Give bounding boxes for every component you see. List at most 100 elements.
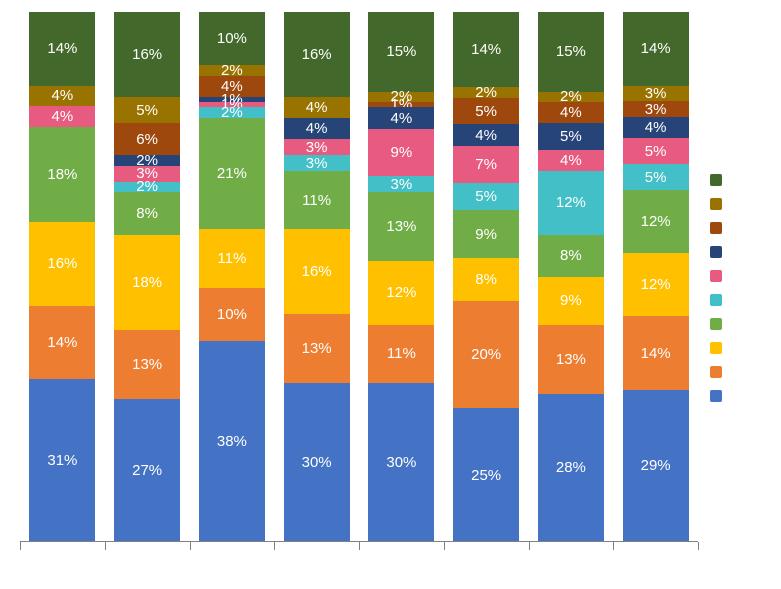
bar-segment: 11% — [199, 229, 265, 287]
segment-label: 4% — [306, 121, 328, 136]
segment-label: 9% — [475, 227, 497, 242]
bar-segment: 9% — [453, 210, 519, 258]
bar-segment: 2% — [538, 92, 604, 103]
segment-label: 14% — [641, 41, 671, 56]
bar-segment: 14% — [453, 12, 519, 87]
segment-label: 4% — [645, 120, 667, 135]
segment-label: 14% — [471, 42, 501, 57]
bar-segment: 27% — [114, 399, 180, 542]
bar-segment: 4% — [453, 124, 519, 145]
segment-label: 12% — [556, 195, 586, 210]
segment-label: 5% — [475, 104, 497, 119]
segment-label: 31% — [47, 453, 77, 468]
bar-segment: 7% — [453, 146, 519, 183]
segment-label: 20% — [471, 347, 501, 362]
bar-segment: 2% — [114, 182, 180, 193]
segment-label: 18% — [47, 167, 77, 182]
legend-swatch — [710, 174, 722, 186]
bar-segment: 8% — [453, 258, 519, 301]
x-tick — [613, 542, 615, 550]
bar-segment: 5% — [623, 138, 689, 164]
segment-label: 4% — [391, 111, 413, 126]
x-tick — [274, 542, 276, 550]
segment-label: 13% — [132, 357, 162, 372]
bar-segment: 30% — [368, 383, 434, 542]
legend-item — [710, 246, 722, 258]
segment-label: 8% — [560, 248, 582, 263]
segment-label: 12% — [641, 277, 671, 292]
legend-item — [710, 222, 722, 234]
bar-segment: 3% — [368, 176, 434, 192]
bar-column: 30%11%12%13%3%9%4%1%2%15% — [368, 12, 434, 542]
bar-segment: 16% — [284, 229, 350, 314]
bar-segment: 4% — [284, 118, 350, 139]
legend — [710, 168, 722, 408]
bar-segment: 4% — [538, 150, 604, 171]
segment-label: 10% — [217, 31, 247, 46]
bar-column: 31%14%16%18%4%4%14% — [29, 12, 95, 542]
bar-segment: 4% — [29, 106, 95, 127]
bar-segment: 3% — [623, 86, 689, 102]
bar-segment: 11% — [368, 325, 434, 383]
bar-segment: 38% — [199, 341, 265, 542]
bar-column: 30%13%16%11%3%3%4%4%16% — [284, 12, 350, 542]
bar-segment: 3% — [284, 139, 350, 155]
x-tick — [444, 542, 446, 550]
segment-label: 12% — [641, 214, 671, 229]
legend-item — [710, 366, 722, 378]
bar-segment: 9% — [368, 129, 434, 177]
bar-segment: 16% — [114, 12, 180, 97]
bar-segment: 14% — [29, 12, 95, 85]
bar-column: 38%10%11%21%2%1%1%4%2%10% — [199, 12, 265, 542]
bar-column: 29%14%12%12%5%5%4%3%3%14% — [623, 12, 689, 542]
segment-label: 10% — [217, 307, 247, 322]
x-tick — [20, 542, 22, 550]
bar-segment: 2% — [199, 65, 265, 76]
bar-segment: 16% — [284, 12, 350, 97]
bar-segment: 18% — [114, 235, 180, 330]
legend-swatch — [710, 198, 722, 210]
bar-segment: 5% — [623, 164, 689, 190]
bar-segment: 12% — [623, 253, 689, 316]
bar-segment: 8% — [114, 192, 180, 234]
segment-label: 8% — [475, 272, 497, 287]
bar-column: 27%13%18%8%2%3%2%6%5%16% — [114, 12, 180, 542]
segment-label: 8% — [136, 206, 158, 221]
bar-segment: 12% — [368, 261, 434, 325]
bar-segment: 4% — [29, 86, 95, 107]
bar-segment: 31% — [29, 379, 95, 542]
segment-label: 21% — [217, 166, 247, 181]
segment-label: 30% — [302, 455, 332, 470]
segment-label: 3% — [306, 140, 328, 155]
bar-segment: 25% — [453, 408, 519, 542]
legend-item — [710, 390, 722, 402]
segment-label: 11% — [302, 193, 331, 208]
bar-segment: 2% — [453, 87, 519, 98]
bar-segment: 4% — [623, 117, 689, 138]
bar-segment: 5% — [114, 97, 180, 124]
segment-label: 13% — [556, 352, 586, 367]
bar-segment: 4% — [284, 97, 350, 118]
segment-label: 11% — [217, 251, 246, 266]
segment-label: 27% — [132, 463, 162, 478]
x-tick — [698, 542, 700, 550]
segment-label: 5% — [560, 129, 582, 144]
segment-label: 3% — [645, 102, 667, 117]
bar-segment: 20% — [453, 301, 519, 408]
bar-segment: 5% — [538, 123, 604, 150]
segment-label: 16% — [302, 264, 332, 279]
bar-segment: 10% — [199, 12, 265, 65]
segment-label: 4% — [560, 153, 582, 168]
bar-segment: 18% — [29, 127, 95, 221]
segment-label: 18% — [132, 275, 162, 290]
bar-segment: 13% — [538, 325, 604, 394]
segment-label: 4% — [52, 109, 74, 124]
x-tick — [359, 542, 361, 550]
bar-segment: 11% — [284, 171, 350, 229]
segment-label: 5% — [475, 189, 497, 204]
segment-label: 4% — [475, 128, 497, 143]
segment-label: 7% — [475, 157, 497, 172]
bar-segment: 2% — [199, 107, 265, 118]
segment-label: 15% — [386, 44, 416, 59]
segment-label: 4% — [52, 88, 74, 103]
